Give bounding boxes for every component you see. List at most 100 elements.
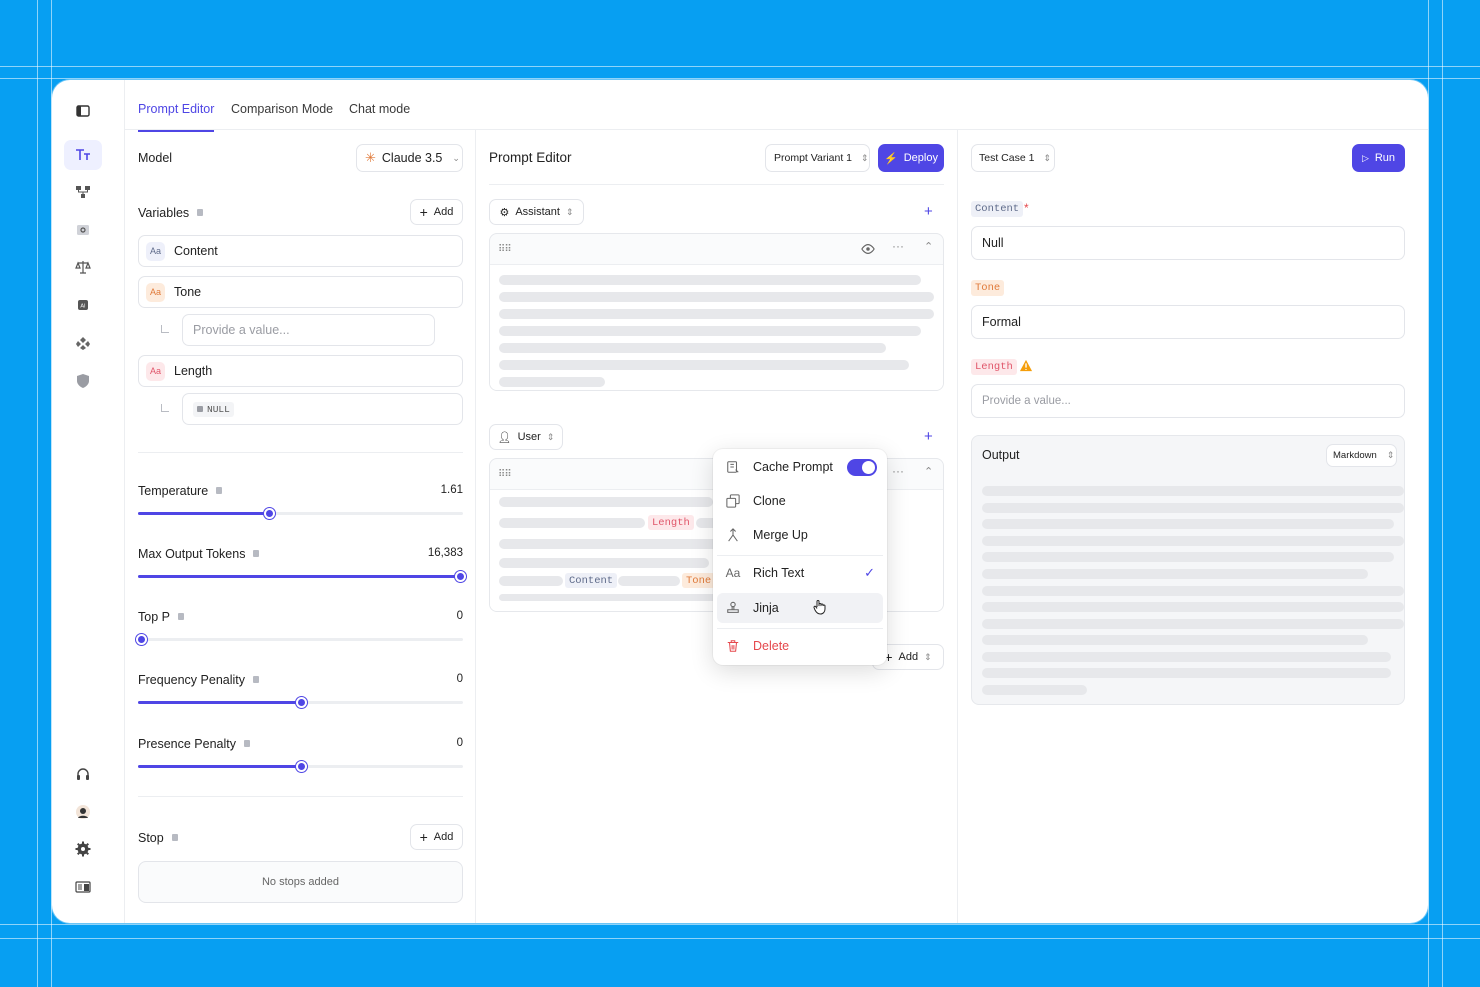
tone-value-field[interactable]: Formal: [971, 305, 1405, 339]
icon-rail: AI: [52, 80, 125, 923]
content-value: Null: [982, 236, 1004, 250]
skeleton-line: [499, 576, 563, 586]
workflow-icon[interactable]: [64, 177, 102, 207]
add-message-plus-icon[interactable]: +: [924, 428, 933, 445]
more-icon[interactable]: ···: [892, 464, 904, 478]
skeleton-line: [499, 275, 921, 285]
slider-handle[interactable]: [455, 571, 466, 582]
variable-length[interactable]: Aa Length: [138, 355, 463, 387]
role-select-assistant[interactable]: ⚙ Assistant ⇕: [489, 199, 584, 225]
variant-value: Prompt Variant 1: [774, 152, 853, 164]
slider-handle[interactable]: [136, 634, 147, 645]
variable-content[interactable]: Aa Content: [138, 235, 463, 267]
max-output-tokens-slider[interactable]: Max Output Tokens 16,383: [138, 547, 466, 587]
chevron-down-icon: ⌄: [452, 152, 460, 163]
tab-comparison-mode[interactable]: Comparison Mode: [231, 102, 334, 116]
lightning-icon: ⚡: [884, 152, 898, 165]
menu-item-jinja[interactable]: Jinja: [717, 593, 883, 623]
info-icon: [216, 487, 223, 494]
docs-icon[interactable]: [64, 872, 102, 902]
output-format-value: Markdown: [1333, 450, 1377, 461]
bot-icon: ⚙: [499, 206, 510, 219]
headphones-icon[interactable]: [64, 759, 102, 789]
model-select[interactable]: ✳ Claude 3.5 ⌄: [356, 144, 463, 172]
more-icon[interactable]: ···: [892, 239, 904, 253]
menu-item-cache-prompt[interactable]: Cache Prompt: [717, 452, 883, 482]
copy-icon: [725, 494, 741, 508]
prompt-editor-title: Prompt Editor: [489, 150, 572, 165]
skeleton-line: [696, 518, 726, 528]
scale-icon[interactable]: [64, 252, 102, 282]
slider-track: [136, 634, 463, 645]
test-case-select[interactable]: Test Case 1 ⇕: [971, 144, 1055, 172]
tone-value-input[interactable]: Provide a value...: [182, 314, 435, 346]
guide-line: [51, 0, 52, 987]
eye-icon[interactable]: [861, 242, 875, 261]
skeleton-line: [618, 576, 680, 586]
slider-handle[interactable]: [263, 508, 275, 519]
chevron-up-icon[interactable]: ⌃: [924, 241, 934, 253]
ai-chip-icon[interactable]: AI: [64, 290, 102, 320]
slider-handle[interactable]: [295, 697, 307, 708]
frequency-penality-slider[interactable]: Frequency Penality 0: [138, 673, 463, 713]
assistant-message-card: ⠿⠿ ··· ⌃: [489, 233, 944, 391]
panel-toggle-icon[interactable]: [64, 96, 102, 126]
skeleton-line: [982, 586, 1404, 596]
shield-icon[interactable]: [64, 366, 102, 396]
menu-item-rich-text[interactable]: Aa Rich Text ✓: [717, 558, 883, 588]
assistant-message-body[interactable]: [490, 264, 943, 390]
length-value-field[interactable]: Provide a value...: [971, 384, 1405, 418]
skeleton-line: [982, 635, 1368, 645]
info-icon: [171, 834, 178, 841]
menu-item-label: Jinja: [753, 601, 779, 615]
null-badge: NULL: [193, 401, 234, 417]
chevron-updown-icon: ⇕: [1386, 450, 1395, 460]
search-box-icon[interactable]: [64, 215, 102, 245]
required-asterisk: *: [1024, 201, 1029, 215]
svg-text:AI: AI: [80, 304, 86, 310]
menu-item-delete[interactable]: Delete: [717, 631, 883, 661]
menu-item-merge-up[interactable]: Merge Up: [717, 520, 883, 550]
add-variable-button[interactable]: + Add: [410, 199, 463, 225]
output-card: Output Markdown ⇕: [971, 435, 1405, 705]
guide-line: [0, 938, 1480, 939]
add-stop-button[interactable]: + Add: [410, 824, 463, 850]
temperature-slider[interactable]: Temperature 1.61: [138, 484, 463, 524]
variable-chip-content: Content: [565, 573, 618, 588]
menu-item-clone[interactable]: Clone: [717, 486, 883, 516]
top-p-slider[interactable]: Top P 0: [136, 610, 463, 650]
drag-handle-icon[interactable]: ⠿⠿: [498, 469, 512, 480]
slider-handle[interactable]: [295, 761, 307, 772]
text-icon[interactable]: [64, 140, 102, 170]
tab-chat-mode[interactable]: Chat mode: [349, 102, 411, 116]
run-button[interactable]: ▷ Run: [1352, 144, 1405, 172]
add-message-plus-icon[interactable]: +: [924, 203, 933, 220]
deploy-label: Deploy: [903, 152, 938, 164]
diamond-icon[interactable]: [64, 328, 102, 358]
variable-chip-tone: Tone: [682, 573, 716, 588]
skeleton-line: [499, 326, 921, 336]
test-case-value: Test Case 1: [979, 152, 1035, 164]
deploy-button[interactable]: ⚡ Deploy: [878, 144, 944, 172]
role-select-user[interactable]: 👤︎ User ⇕: [489, 424, 563, 450]
skeleton-line: [982, 552, 1394, 562]
content-value-field[interactable]: Null: [971, 226, 1405, 260]
presence-penalty-slider[interactable]: Presence Penalty 0: [138, 737, 463, 777]
divider: [489, 184, 944, 185]
divider: [138, 452, 463, 453]
output-format-select[interactable]: Markdown ⇕: [1326, 444, 1397, 467]
tone-value: Formal: [982, 315, 1021, 329]
drag-handle-icon[interactable]: ⠿⠿: [498, 244, 512, 255]
variable-chip-length: Length: [648, 515, 694, 530]
prompt-variant-select[interactable]: Prompt Variant 1 ⇕: [765, 144, 870, 172]
model-value: Claude 3.5: [381, 151, 443, 165]
slider-fill: [138, 765, 301, 768]
chevron-up-icon[interactable]: ⌃: [924, 466, 934, 478]
avatar[interactable]: [64, 797, 102, 827]
cache-prompt-toggle[interactable]: [847, 458, 877, 476]
variable-tone[interactable]: Aa Tone: [138, 276, 463, 308]
gear-icon[interactable]: [64, 834, 102, 864]
text-type-icon: Aa: [146, 361, 165, 381]
length-value-input[interactable]: NULL: [182, 393, 463, 425]
tab-prompt-editor[interactable]: Prompt Editor: [138, 102, 215, 132]
